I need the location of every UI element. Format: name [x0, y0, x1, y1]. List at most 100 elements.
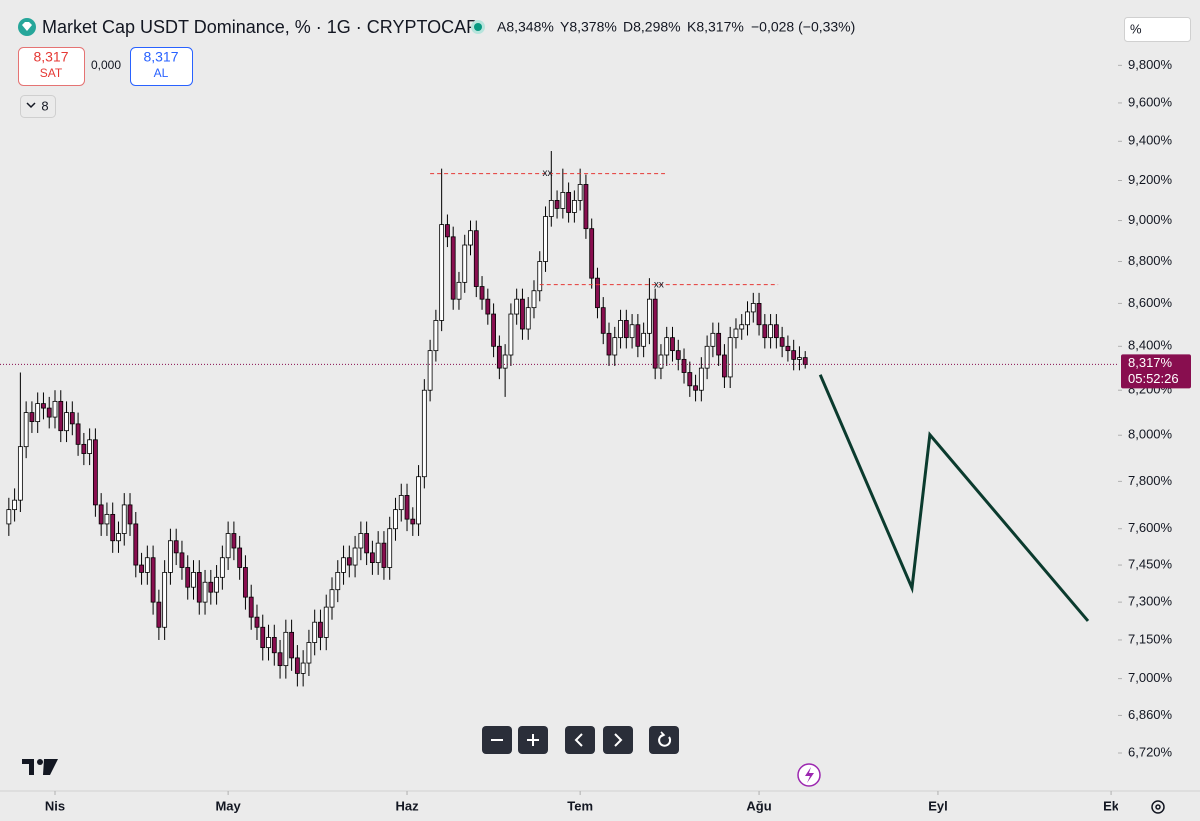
- candle-body: [745, 311, 750, 326]
- candle-body: [329, 589, 335, 608]
- ohlc-low: D8,298%: [623, 19, 681, 35]
- tradingview-logo[interactable]: [22, 759, 58, 775]
- candle-body: [139, 564, 144, 573]
- candle-body: [433, 320, 439, 352]
- buy-label: AL: [154, 66, 169, 80]
- candle-body: [312, 621, 318, 643]
- candle-body: [306, 642, 312, 664]
- y-tick-label: 7,800%: [1128, 473, 1173, 488]
- candle-body: [543, 216, 548, 262]
- sell-button[interactable]: [18, 47, 85, 86]
- indicators-count: 8: [41, 98, 48, 113]
- candle-body: [623, 320, 629, 339]
- candle-body: [473, 230, 479, 287]
- y-axis: 9,800% 9,600% 9,400% 9,200% 9,000% 8,800% 8,60…: [1118, 57, 1173, 759]
- buy-button[interactable]: [130, 47, 193, 86]
- candle-body: [358, 533, 364, 549]
- candle-body: [266, 637, 271, 649]
- candle-body: [127, 504, 133, 525]
- candle-body: [168, 540, 173, 573]
- candle-body: [652, 298, 658, 369]
- candle-body: [64, 412, 69, 432]
- settings-icon[interactable]: [1151, 800, 1165, 814]
- candle-body: [681, 358, 687, 373]
- scroll-right-button[interactable]: [603, 726, 633, 754]
- candle-body: [173, 540, 179, 554]
- candle-body: [110, 513, 116, 542]
- ohlc-close: K8,317%: [687, 19, 744, 35]
- candle-body: [410, 518, 416, 525]
- candle-body: [196, 572, 202, 603]
- candle-body: [670, 337, 675, 352]
- market-status-dot: [474, 23, 482, 31]
- candle-body: [69, 412, 75, 425]
- gear-ring: [1151, 800, 1165, 814]
- candle-body: [162, 572, 168, 628]
- candle-body: [560, 192, 566, 209]
- candle-body: [98, 504, 104, 525]
- candle-body: [756, 303, 762, 326]
- candle-body: [381, 542, 387, 568]
- candle-body: [456, 281, 462, 300]
- candle-body: [404, 495, 410, 520]
- candle-body: [462, 244, 468, 283]
- candle-body: [248, 596, 254, 618]
- candle-body: [202, 581, 208, 603]
- candle-body: [508, 313, 514, 356]
- scale-unit-box[interactable]: [1124, 17, 1191, 42]
- y-tick-label: 7,300%: [1128, 594, 1173, 609]
- candle-body: [716, 332, 722, 356]
- indicators-toggle[interactable]: [20, 95, 56, 118]
- candle-body: [225, 533, 231, 559]
- candle-body: [698, 367, 704, 391]
- x-tick-label: Ağu: [746, 798, 771, 813]
- candle-body: [797, 357, 802, 360]
- candle-body: [121, 504, 127, 534]
- candle-body: [92, 439, 98, 506]
- candle-body: [416, 476, 421, 525]
- candle-body: [271, 637, 277, 654]
- candle-body: [618, 320, 623, 339]
- candle-body: [41, 403, 46, 409]
- y-tick-label: 7,000%: [1128, 670, 1173, 685]
- candle-body: [635, 324, 641, 347]
- scroll-left-icon: [574, 733, 583, 747]
- candle-body: [479, 286, 485, 300]
- x-tick-label: Nis: [45, 798, 65, 813]
- reset-button[interactable]: [649, 726, 679, 754]
- ohlc-open: A8,348%: [497, 19, 554, 35]
- candle-body: [208, 581, 214, 593]
- x-tick-label: Haz: [395, 798, 419, 813]
- candle-body: [468, 230, 473, 246]
- candle-body: [398, 495, 404, 511]
- candle-body: [323, 606, 329, 638]
- candle-body: [450, 236, 456, 300]
- candle-body: [675, 350, 681, 360]
- candle-body: [289, 631, 295, 659]
- candle-body: [537, 261, 543, 292]
- candle-body: [364, 533, 370, 554]
- candle-body: [658, 354, 664, 369]
- candle-body: [277, 652, 283, 667]
- y-tick-label: 8,000%: [1128, 427, 1173, 442]
- ohlc-high: Y8,378%: [560, 19, 617, 35]
- candle-body: [762, 324, 768, 339]
- candle-body: [595, 277, 600, 309]
- reset-icon-arrow: [659, 731, 666, 738]
- x-tick-label: Eyl: [928, 798, 948, 813]
- alert-glyph: [805, 767, 814, 783]
- candle-body: [375, 542, 381, 564]
- symbol-title[interactable]: Market Cap USDT Dominance, % · 1G · CRYP…: [42, 17, 478, 37]
- candle-body: [727, 337, 733, 378]
- candle-body: [191, 572, 196, 588]
- candle-body: [664, 337, 670, 356]
- candle-body: [341, 557, 346, 573]
- last-price-label: 8,317%: [1128, 355, 1173, 370]
- scroll-left-button[interactable]: [565, 726, 595, 754]
- candle-body: [260, 626, 266, 649]
- x-tick-label: May: [215, 798, 241, 813]
- candle-body: [439, 224, 445, 321]
